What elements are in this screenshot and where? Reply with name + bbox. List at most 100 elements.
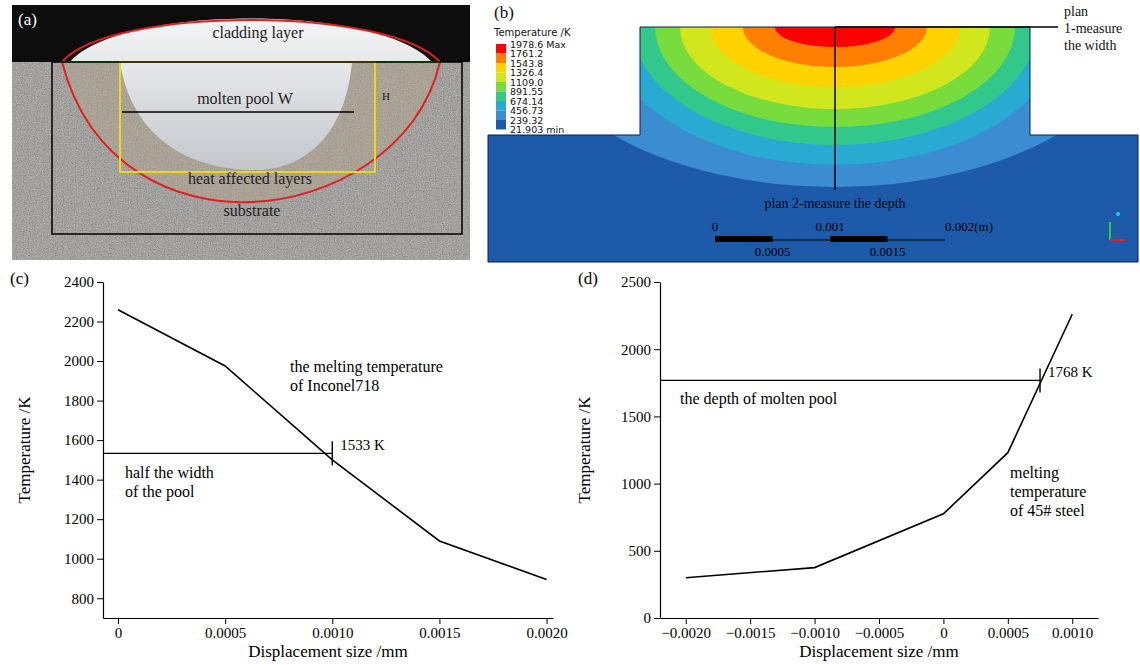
legend-swatch [496, 63, 506, 73]
tick-label: 1800 [64, 393, 94, 409]
model-outline [488, 27, 1138, 262]
plot-area [103, 310, 547, 580]
tick-label: 0.0010 [312, 625, 353, 641]
reference-line [660, 380, 1040, 381]
tick-label: −0.0020 [661, 625, 711, 641]
tick-mark [97, 598, 103, 599]
tick: 0 [115, 618, 123, 641]
pool-box [120, 62, 375, 172]
legend-swatch [496, 73, 506, 83]
tick: −0.0020 [661, 618, 711, 641]
tick-label: 0.0015 [419, 625, 460, 641]
tick-label: 2400 [64, 274, 94, 290]
reference-line [103, 453, 332, 454]
tick-mark [225, 618, 226, 624]
x-axis: 0 0.0005 0.0010 0.0015 0.0020 [104, 618, 568, 641]
panel-letter: (d) [578, 269, 598, 288]
reference-tick [1039, 368, 1040, 392]
reference-label: 1768 K [1048, 364, 1093, 380]
annotation: temperature [1010, 483, 1086, 501]
y-axis-title: Temperature /K [575, 396, 594, 504]
tick-label: 0 [644, 610, 652, 626]
tick-mark [97, 440, 103, 441]
scale-label: 0.0015 [870, 244, 906, 259]
tick-label: 2200 [64, 314, 94, 330]
tick-label: 0.0020 [526, 625, 567, 641]
figure: cladding layermolten pool Wheat affected… [0, 0, 1140, 665]
tick-mark [97, 559, 103, 560]
tick: 0.0010 [312, 618, 353, 641]
tick-label: 0.0010 [1052, 625, 1093, 641]
panel-letter: (c) [10, 269, 29, 288]
panel-a: cladding layermolten pool Wheat affected… [12, 5, 470, 260]
tick-mark [118, 618, 119, 624]
tick: 1200 [64, 511, 103, 527]
scale-segment [715, 236, 773, 242]
grain [12, 5, 470, 260]
tick-mark [654, 484, 660, 485]
axis-line [660, 283, 661, 619]
reference-tick [332, 441, 333, 465]
scale-label: 0 [712, 219, 719, 234]
tick-mark [686, 618, 687, 624]
tick: 2500 [621, 274, 660, 290]
tick-label: 0 [115, 625, 123, 641]
tick-mark [97, 480, 103, 481]
tick-mark [654, 618, 660, 619]
tick-label: 2500 [621, 274, 651, 290]
figure-svg: cladding layermolten pool Wheat affected… [0, 0, 1140, 665]
plan-line [834, 27, 836, 190]
plan-label: the width [1064, 38, 1117, 53]
tick-mark [97, 361, 103, 362]
tick-label: 2000 [621, 342, 651, 358]
tick-label: 500 [629, 543, 652, 559]
plan-label: plan [1064, 4, 1088, 19]
tick: 2000 [64, 353, 103, 369]
chart-0: 00.00050.00100.00150.0020800100012001400… [10, 269, 568, 661]
annotation: of the pool [125, 483, 195, 501]
photo-label: molten pool W [197, 90, 294, 108]
plan-label: 1-measure [1064, 21, 1122, 36]
tick: −0.0005 [855, 618, 905, 641]
scale-label: 0.002(m) [945, 219, 993, 234]
tick-mark [879, 618, 880, 624]
tick-label: 0.0005 [988, 625, 1029, 641]
cladding-pool [70, 19, 432, 171]
tick: 1400 [64, 472, 103, 488]
photo-label: H [382, 90, 390, 102]
tick: 1500 [621, 409, 660, 425]
outline-haz [62, 62, 440, 202]
substrate-bg [12, 5, 470, 260]
data-line [118, 310, 547, 580]
tick: 0 [644, 610, 661, 626]
scale-segment [830, 236, 888, 242]
haz-box [52, 62, 462, 234]
tick-mark [815, 618, 816, 624]
annotation: half the width [125, 464, 214, 481]
legend-swatch [496, 44, 506, 54]
tick-label: 0.0005 [205, 625, 246, 641]
annotation: melting [1010, 464, 1059, 482]
tick-label: 1200 [64, 511, 94, 527]
tick: −0.0010 [790, 618, 840, 641]
tick-label: −0.0010 [790, 625, 840, 641]
plot-area [660, 314, 1072, 577]
y-axis-title: Temperature /K [15, 396, 34, 504]
tick-mark [439, 618, 440, 624]
plan-line [835, 26, 1058, 28]
tick: 0.0010 [1052, 618, 1093, 641]
legend-swatch [496, 54, 506, 64]
tick: 0.0005 [988, 618, 1029, 641]
tick: 2000 [621, 342, 660, 358]
tick: 0 [940, 618, 948, 641]
axis-line [103, 283, 104, 619]
tick-label: 1400 [64, 472, 94, 488]
y-axis: 80010001200140016001800200022002400 [64, 274, 104, 618]
tick-label: 1600 [64, 432, 94, 448]
photo-label: substrate [224, 202, 281, 219]
reference-label: 1533 K [340, 437, 385, 453]
axis-line [104, 618, 554, 619]
chart-1: −0.0020−0.0015−0.0010−0.000500.00050.001… [575, 269, 1099, 661]
legend-label: 21.903 min [510, 124, 564, 135]
outline-cladding [62, 20, 440, 62]
